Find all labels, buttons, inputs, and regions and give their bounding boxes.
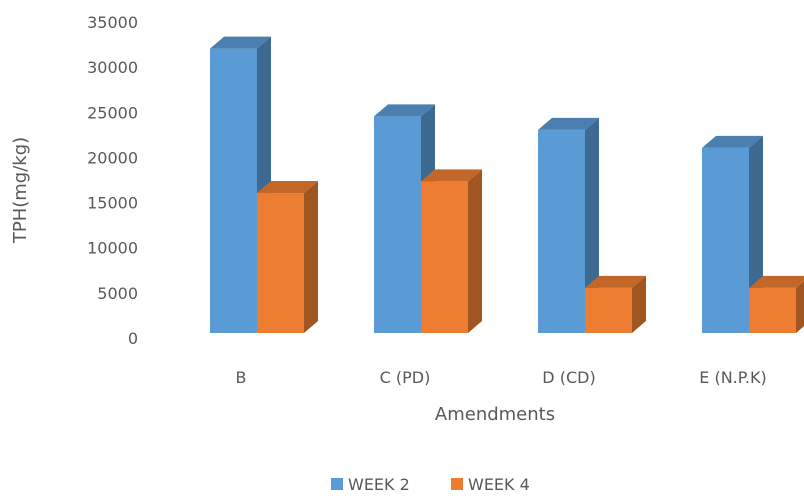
y-tick-label: 20000 <box>87 148 138 167</box>
x-tick-label: C (PD) <box>380 368 431 387</box>
bar-top <box>421 169 482 182</box>
bar-front <box>749 287 796 333</box>
bar-top <box>257 181 318 194</box>
x-axis-ticks: B C (PD) D (CD) E (N.P.K) <box>236 368 767 387</box>
bar-top <box>749 275 804 288</box>
bar-top <box>538 117 599 130</box>
bar-top <box>374 104 435 117</box>
bar-week2 <box>374 104 435 333</box>
bar-week4 <box>257 181 318 333</box>
legend-swatch-week2 <box>331 478 343 490</box>
x-tick-label: B <box>236 368 247 387</box>
legend-label-week4: WEEK 4 <box>468 475 530 494</box>
y-tick-label: 5000 <box>97 284 138 303</box>
bar-front <box>257 193 304 333</box>
bar-week2 <box>702 135 763 333</box>
bar-week4 <box>585 275 646 333</box>
bar-top <box>210 36 271 49</box>
bar-week4 <box>421 169 482 333</box>
legend-swatch-week4 <box>451 478 463 490</box>
y-axis-title: TPH(mg/kg) <box>10 137 31 244</box>
bar-front <box>374 116 421 333</box>
bar-week4 <box>749 275 804 333</box>
y-tick-label: 35000 <box>87 13 138 32</box>
y-tick-label: 0 <box>128 329 138 348</box>
x-tick-label: D (CD) <box>542 368 595 387</box>
y-tick-label: 15000 <box>87 194 138 213</box>
y-tick-label: 25000 <box>87 103 138 122</box>
legend: WEEK 2 WEEK 4 <box>331 475 530 494</box>
bar-front <box>421 181 468 333</box>
bar-side <box>796 281 804 333</box>
bar-front <box>585 287 632 333</box>
bar-front <box>538 129 585 333</box>
x-axis-title: Amendments <box>435 404 555 425</box>
bars <box>210 36 804 333</box>
bar-top <box>585 275 646 288</box>
bar-side <box>632 275 646 333</box>
x-tick-label: E (N.P.K) <box>699 368 766 387</box>
bar-side <box>468 169 482 333</box>
bar-top <box>702 135 763 148</box>
bar-side <box>304 181 318 333</box>
y-axis-ticks: 0 5000 10000 15000 20000 25000 30000 35000 <box>87 13 138 348</box>
y-tick-label: 30000 <box>87 58 138 77</box>
legend-label-week2: WEEK 2 <box>348 475 410 494</box>
y-tick-label: 10000 <box>87 239 138 258</box>
bar-front <box>702 147 749 333</box>
bar-front <box>210 48 257 333</box>
